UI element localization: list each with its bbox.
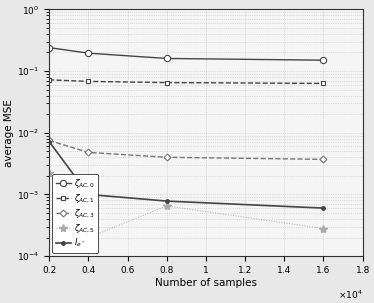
$\zeta_{AC,3}$ <box>47 139 51 142</box>
$\zeta_{AC,3}$ <box>321 158 326 161</box>
Y-axis label: average MSE: average MSE <box>4 99 14 167</box>
$I_{e^*}$ <box>86 193 91 196</box>
$\zeta_{AC,0}$ <box>165 57 169 60</box>
$I_{e^*}$ <box>47 140 51 143</box>
Text: $\times10^{4}$: $\times10^{4}$ <box>338 288 363 301</box>
Line: $\zeta_{AC,5}$: $\zeta_{AC,5}$ <box>45 169 328 242</box>
$\zeta_{AC,0}$ <box>86 51 91 55</box>
$\zeta_{AC,3}$ <box>86 151 91 154</box>
Line: $\zeta_{AC,3}$: $\zeta_{AC,3}$ <box>47 138 326 162</box>
$I_{e^*}$ <box>321 206 326 210</box>
Legend: $\zeta_{AC,0}$, $\zeta_{AC,1}$, $\zeta_{AC,3}$, $\zeta_{AC,5}$, $I_{e^*}$: $\zeta_{AC,0}$, $\zeta_{AC,1}$, $\zeta_{… <box>52 174 98 253</box>
X-axis label: Number of samples: Number of samples <box>155 278 257 288</box>
$\zeta_{AC,1}$ <box>165 81 169 85</box>
$\zeta_{AC,1}$ <box>321 82 326 85</box>
$\zeta_{AC,0}$ <box>47 46 51 49</box>
$\zeta_{AC,1}$ <box>47 78 51 82</box>
$\zeta_{AC,1}$ <box>86 80 91 83</box>
Line: $I_{e^*}$: $I_{e^*}$ <box>46 138 327 211</box>
$\zeta_{AC,3}$ <box>165 155 169 159</box>
$I_{e^*}$ <box>165 199 169 203</box>
$\zeta_{AC,5}$ <box>47 171 51 175</box>
Line: $\zeta_{AC,0}$: $\zeta_{AC,0}$ <box>46 45 327 63</box>
$\zeta_{AC,5}$ <box>321 227 326 230</box>
$\zeta_{AC,5}$ <box>86 236 91 239</box>
$\zeta_{AC,5}$ <box>165 204 169 208</box>
Line: $\zeta_{AC,1}$: $\zeta_{AC,1}$ <box>47 78 326 86</box>
$\zeta_{AC,0}$ <box>321 58 326 62</box>
